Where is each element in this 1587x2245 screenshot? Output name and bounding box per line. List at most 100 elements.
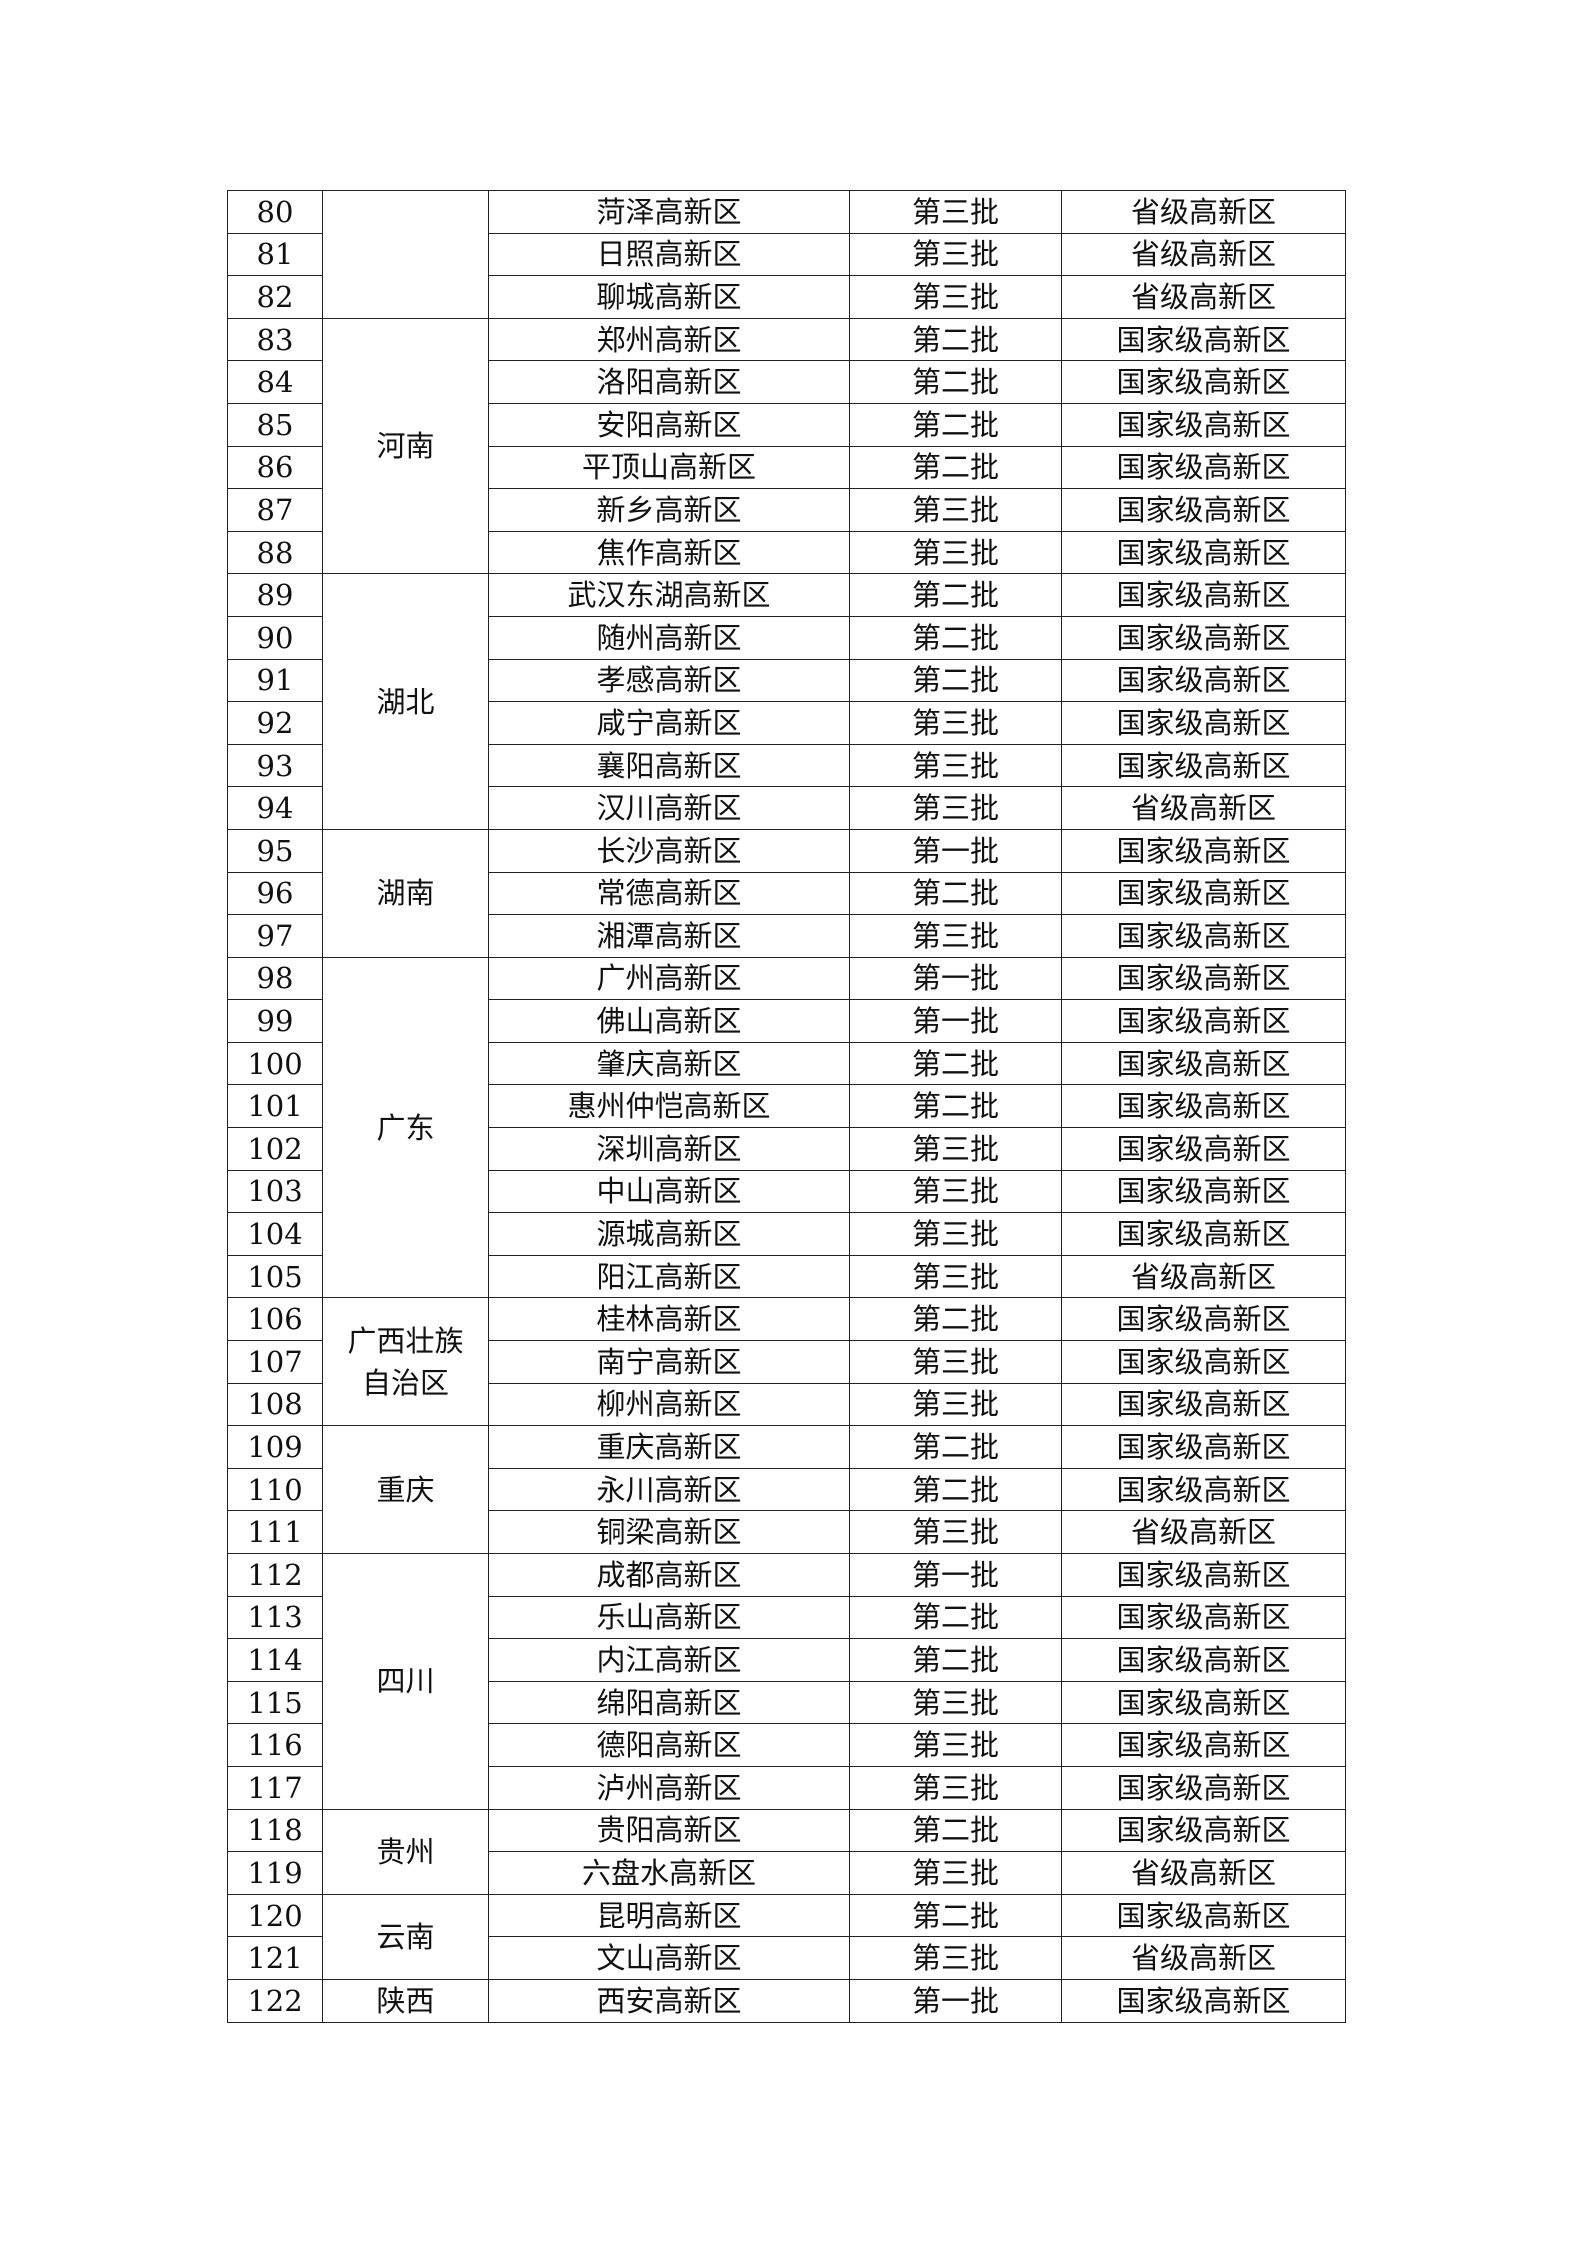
row-number: 82	[227, 275, 323, 319]
zone-name: 乐山高新区	[488, 1595, 850, 1640]
table-row: 96 常德高新区 第二批 国家级高新区	[227, 871, 1346, 916]
zone-name: 桂林高新区	[488, 1297, 850, 1342]
batch: 第一批	[849, 999, 1062, 1043]
row-number: 114	[227, 1638, 323, 1682]
table-row: 95 湖南 长沙高新区 第一批 国家级高新区	[227, 828, 1346, 958]
zone-name: 绵阳高新区	[488, 1680, 850, 1725]
batch: 第三批	[849, 1851, 1062, 1895]
zone-name: 铜梁高新区	[488, 1510, 850, 1554]
batch: 第三批	[849, 1254, 1062, 1299]
zone-name: 源城高新区	[488, 1212, 850, 1256]
zone-name: 随州高新区	[488, 615, 850, 660]
row-number: 101	[227, 1084, 323, 1129]
row-number: 106	[227, 1297, 323, 1342]
batch: 第二批	[849, 402, 1062, 447]
table-row: 87 新乡高新区 第三批 国家级高新区	[227, 488, 1346, 532]
province-cell	[322, 190, 489, 319]
batch: 第一批	[849, 828, 1062, 873]
batch: 第三批	[849, 1340, 1062, 1384]
table-row: 106 广西壮族自治区 桂林高新区 第二批 国家级高新区	[227, 1297, 1346, 1427]
row-number: 102	[227, 1127, 323, 1171]
row-number: 81	[227, 232, 323, 277]
zone-level: 国家级高新区	[1061, 1212, 1346, 1256]
table-row: 100 肇庆高新区 第二批 国家级高新区	[227, 1041, 1346, 1086]
zone-level: 国家级高新区	[1061, 1595, 1346, 1640]
zone-level: 国家级高新区	[1061, 999, 1346, 1043]
table-row: 104 源城高新区 第三批 国家级高新区	[227, 1212, 1346, 1256]
table-row: 108 柳州高新区 第三批 国家级高新区	[227, 1382, 1346, 1427]
province-cell: 湖北	[322, 573, 489, 830]
zone-level: 省级高新区	[1061, 1254, 1346, 1299]
batch: 第二批	[849, 1297, 1062, 1342]
batch: 第二批	[849, 1084, 1062, 1129]
batch: 第三批	[849, 232, 1062, 277]
zone-name: 文山高新区	[488, 1936, 850, 1980]
zone-level: 国家级高新区	[1061, 1467, 1346, 1512]
row-number: 119	[227, 1851, 323, 1895]
row-number: 122	[227, 1978, 323, 2023]
batch: 第三批	[849, 1510, 1062, 1554]
table-row: 107 南宁高新区 第三批 国家级高新区	[227, 1340, 1346, 1384]
zone-level: 国家级高新区	[1061, 402, 1346, 447]
batch: 第二批	[849, 1893, 1062, 1938]
zone-name: 六盘水高新区	[488, 1851, 850, 1895]
zone-name: 平顶山高新区	[488, 445, 850, 490]
table-row: 101 惠州仲恺高新区 第二批 国家级高新区	[227, 1084, 1346, 1129]
zone-name: 惠州仲恺高新区	[488, 1084, 850, 1129]
zone-name: 泸州高新区	[488, 1765, 850, 1810]
province-cell: 云南	[322, 1893, 489, 1980]
zone-name: 深圳高新区	[488, 1127, 850, 1171]
row-number: 116	[227, 1723, 323, 1767]
table-row: 118 贵州 贵阳高新区 第二批 国家级高新区	[227, 1808, 1346, 1895]
zone-level: 国家级高新区	[1061, 317, 1346, 362]
batch: 第三批	[849, 786, 1062, 830]
zone-level: 国家级高新区	[1061, 828, 1346, 873]
zone-name: 洛阳高新区	[488, 360, 850, 404]
batch: 第三批	[849, 530, 1062, 575]
table-row: 99 佛山高新区 第一批 国家级高新区	[227, 999, 1346, 1043]
province-cell: 湖南	[322, 828, 489, 958]
row-number: 111	[227, 1510, 323, 1554]
zone-level: 国家级高新区	[1061, 658, 1346, 703]
table-row: 122 陕西 西安高新区 第一批 国家级高新区	[227, 1978, 1346, 2023]
table-row: 109 重庆 重庆高新区 第二批 国家级高新区	[227, 1425, 1346, 1554]
batch: 第二批	[849, 1808, 1062, 1853]
batch: 第三批	[849, 1765, 1062, 1810]
table-row: 93 襄阳高新区 第三批 国家级高新区	[227, 743, 1346, 788]
batch: 第三批	[849, 1169, 1062, 1214]
row-number: 113	[227, 1595, 323, 1640]
batch: 第二批	[849, 1595, 1062, 1640]
batch: 第三批	[849, 701, 1062, 745]
batch: 第二批	[849, 1041, 1062, 1086]
zone-name: 内江高新区	[488, 1638, 850, 1682]
row-number: 83	[227, 317, 323, 362]
row-number: 93	[227, 743, 323, 788]
zone-level: 国家级高新区	[1061, 1978, 1346, 2023]
table-row: 97 湘潭高新区 第三批 国家级高新区	[227, 914, 1346, 958]
table-row: 91 孝感高新区 第二批 国家级高新区	[227, 658, 1346, 703]
batch: 第三批	[849, 1212, 1062, 1256]
table-row: 111 铜梁高新区 第三批 省级高新区	[227, 1510, 1346, 1554]
zone-level: 国家级高新区	[1061, 701, 1346, 745]
row-number: 92	[227, 701, 323, 745]
zone-name: 德阳高新区	[488, 1723, 850, 1767]
row-number: 94	[227, 786, 323, 830]
zone-name: 永川高新区	[488, 1467, 850, 1512]
row-number: 90	[227, 615, 323, 660]
table-row: 92 咸宁高新区 第三批 国家级高新区	[227, 701, 1346, 745]
table-row: 89 湖北 武汉东湖高新区 第二批 国家级高新区	[227, 573, 1346, 830]
table-row: 80 菏泽高新区 第三批 省级高新区	[227, 190, 1346, 319]
batch: 第三批	[849, 275, 1062, 319]
table-row: 103 中山高新区 第三批 国家级高新区	[227, 1169, 1346, 1214]
zone-level: 国家级高新区	[1061, 573, 1346, 617]
zone-level: 省级高新区	[1061, 190, 1346, 234]
row-number: 96	[227, 871, 323, 916]
table-row: 98 广东 广州高新区 第一批 国家级高新区	[227, 956, 1346, 1299]
batch: 第三批	[849, 488, 1062, 532]
row-number: 104	[227, 1212, 323, 1256]
zone-name: 佛山高新区	[488, 999, 850, 1043]
row-number: 98	[227, 956, 323, 1001]
table-row: 88 焦作高新区 第三批 国家级高新区	[227, 530, 1346, 575]
batch: 第三批	[849, 190, 1062, 234]
zone-level: 国家级高新区	[1061, 1169, 1346, 1214]
